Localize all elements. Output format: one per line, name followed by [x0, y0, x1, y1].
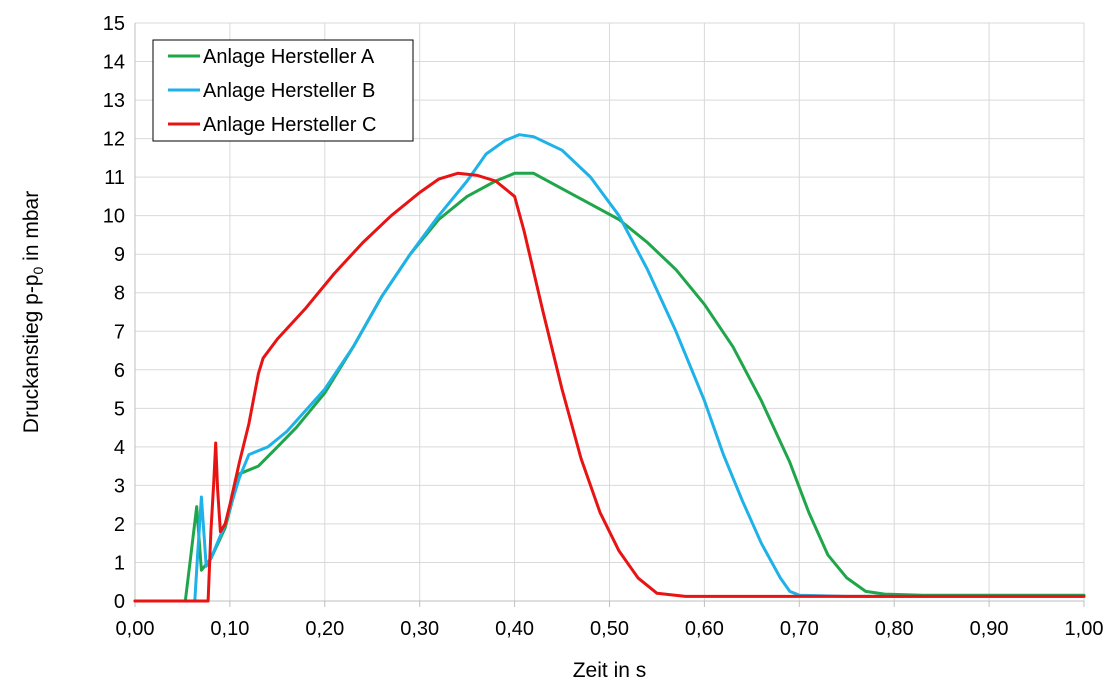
- y-tick-label: 13: [103, 90, 125, 112]
- y-tick-label: 6: [114, 360, 125, 382]
- y-tick-label: 7: [114, 321, 125, 343]
- y-axis-title: Druckanstieg p-p0 in mbar: [20, 191, 46, 433]
- y-axis-title-unit: in mbar: [20, 191, 43, 267]
- y-axis-title-subscript: 0: [30, 266, 46, 274]
- legend-label: Anlage Hersteller C: [203, 114, 376, 136]
- legend: Anlage Hersteller A Anlage Hersteller B An…: [152, 39, 414, 142]
- y-tick-label: 11: [104, 167, 125, 189]
- y-tick-label: 10: [103, 206, 125, 228]
- x-tick-label: 0,00: [116, 618, 155, 640]
- y-tick-label: 1: [114, 552, 125, 574]
- y-axis-title-main: Druckanstieg p-p: [20, 274, 43, 433]
- axes: [134, 23, 1085, 607]
- series-line-2: [133, 133, 1086, 603]
- legend-label: Anlage Hersteller B: [203, 80, 375, 102]
- x-axis-title: Zeit in s: [573, 659, 647, 682]
- x-tick-label: 0,60: [685, 618, 724, 640]
- series-lines: [133, 133, 1086, 603]
- x-tick-label: 0,50: [590, 618, 629, 640]
- y-tick-label: 0: [114, 591, 125, 613]
- axis-titles: Zeit in s Druckanstieg p-p0 in mbar: [20, 191, 646, 682]
- x-tick-label: 0,40: [495, 618, 534, 640]
- x-tick-label: 0,30: [400, 618, 439, 640]
- x-tick-label: 0,80: [875, 618, 914, 640]
- x-tick-label: 0,90: [970, 618, 1009, 640]
- legend-label: Anlage Hersteller A: [203, 46, 375, 68]
- x-tick-label: 0,20: [305, 618, 344, 640]
- x-tick-label: 0,70: [780, 618, 819, 640]
- y-tick-label: 2: [114, 514, 125, 536]
- y-tick-label: 4: [114, 437, 125, 459]
- y-tick-label: 15: [103, 13, 125, 35]
- y-tick-label: 9: [114, 244, 125, 266]
- y-tick-label: 12: [103, 129, 125, 151]
- y-tick-label: 8: [114, 283, 125, 305]
- x-tick-label: 0,10: [210, 618, 249, 640]
- y-tick-label: 14: [103, 52, 125, 74]
- series-line-3: [133, 171, 1086, 603]
- x-tick-label: 1,00: [1065, 618, 1104, 640]
- y-tick-label: 5: [114, 398, 125, 420]
- y-tick-label: 3: [114, 475, 125, 497]
